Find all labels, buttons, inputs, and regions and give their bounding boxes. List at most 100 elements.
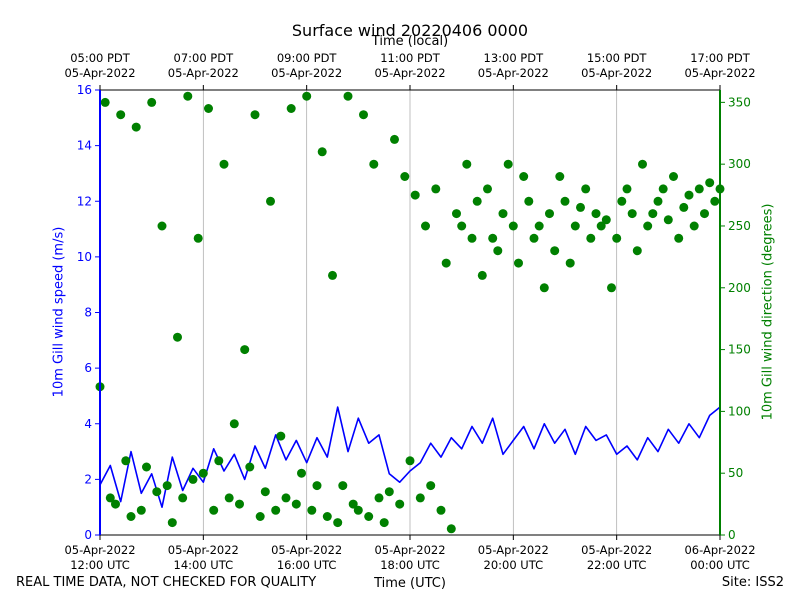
wind-direction-point bbox=[663, 215, 673, 225]
wind-direction-point bbox=[617, 196, 627, 206]
wind-direction-point bbox=[302, 91, 312, 101]
y-axis-right-label: 10m Gill wind direction (degrees) bbox=[760, 203, 776, 421]
left-tick-label-5: 10 bbox=[77, 250, 92, 264]
wind-direction-point bbox=[596, 221, 606, 231]
wind-direction-point bbox=[204, 104, 213, 113]
top-tick-time-5: 15:00 PDT bbox=[587, 51, 648, 65]
wind-direction-point bbox=[359, 110, 368, 120]
wind-direction-point bbox=[353, 505, 363, 515]
wind-direction-point bbox=[601, 215, 611, 225]
bottom-tick-date-4: 05-Apr-2022 bbox=[478, 543, 549, 557]
left-tick-label-6: 12 bbox=[77, 194, 92, 208]
wind-direction-point bbox=[395, 499, 405, 509]
wind-direction-point bbox=[364, 512, 374, 521]
wind-direction-point bbox=[524, 196, 534, 206]
bottom-tick-date-3: 05-Apr-2022 bbox=[374, 543, 445, 557]
top-tick-date-2: 05-Apr-2022 bbox=[271, 66, 342, 80]
bottom-tick-time-4: 20:00 UTC bbox=[484, 558, 544, 572]
wind-direction-point bbox=[648, 209, 658, 219]
wind-direction-point bbox=[384, 487, 394, 497]
y-axis-left-label: 10m Gill wind speed (m/s) bbox=[51, 226, 67, 398]
wind-direction-point bbox=[576, 202, 585, 212]
wind-direction-point bbox=[317, 147, 327, 157]
wind-direction-point bbox=[550, 246, 560, 256]
wind-direction-point bbox=[498, 209, 508, 219]
wind-direction-point bbox=[441, 258, 451, 268]
wind-direction-point bbox=[266, 196, 275, 206]
chart-title: Surface wind 20220406 0000 bbox=[291, 21, 529, 40]
wind-direction-point bbox=[410, 190, 420, 200]
wind-direction-point bbox=[224, 493, 234, 503]
wind-direction-point bbox=[632, 246, 642, 256]
top-axis-label: Time (local) bbox=[371, 34, 449, 49]
wind-direction-point bbox=[674, 233, 684, 243]
footer-site: Site: ISS2 bbox=[721, 575, 784, 590]
wind-direction-point bbox=[121, 456, 131, 466]
wind-speed-series bbox=[99, 406, 721, 509]
wind-direction-point bbox=[669, 172, 678, 181]
wind-direction-point bbox=[100, 97, 110, 107]
wind-direction-point bbox=[198, 468, 208, 478]
wind-direction-point bbox=[322, 512, 332, 521]
bottom-tick-date-1: 05-Apr-2022 bbox=[168, 543, 239, 557]
wind-direction-point bbox=[689, 221, 699, 231]
wind-direction-point bbox=[131, 122, 141, 132]
wind-direction-point bbox=[462, 159, 472, 169]
wind-direction-point bbox=[477, 270, 487, 280]
top-tick-time-2: 09:00 PDT bbox=[277, 51, 338, 65]
wind-direction-point bbox=[493, 246, 503, 256]
wind-direction-point bbox=[565, 258, 575, 268]
wind-direction-point bbox=[193, 233, 203, 243]
wind-direction-point bbox=[286, 104, 296, 113]
wind-direction-point bbox=[421, 221, 430, 231]
wind-direction-point bbox=[581, 184, 591, 194]
bottom-tick-time-2: 16:00 UTC bbox=[277, 558, 337, 572]
wind-direction-series bbox=[95, 91, 725, 534]
top-tick-date-1: 05-Apr-2022 bbox=[168, 66, 239, 80]
wind-direction-point bbox=[291, 499, 301, 509]
right-tick-label-5: 250 bbox=[728, 219, 751, 233]
wind-direction-point bbox=[219, 159, 229, 169]
wind-direction-point bbox=[142, 462, 151, 472]
wind-direction-point bbox=[710, 196, 720, 206]
wind-direction-point bbox=[503, 159, 513, 169]
wind-direction-point bbox=[111, 499, 120, 509]
x-axis-label: Time (UTC) bbox=[374, 576, 446, 591]
bottom-tick-time-5: 22:00 UTC bbox=[587, 558, 647, 572]
bottom-tick-date-5: 05-Apr-2022 bbox=[581, 543, 652, 557]
wind-direction-point bbox=[705, 178, 715, 188]
wind-direction-point bbox=[147, 97, 157, 107]
wind-direction-point bbox=[390, 134, 399, 144]
wind-direction-point bbox=[255, 512, 265, 521]
wind-direction-point bbox=[446, 524, 456, 534]
wind-direction-point bbox=[276, 431, 286, 441]
wind-direction-point bbox=[183, 91, 193, 101]
wind-direction-point bbox=[405, 456, 415, 466]
wind-direction-point bbox=[467, 233, 477, 243]
wind-direction-point bbox=[281, 493, 291, 503]
top-tick-date-0: 05-Apr-2022 bbox=[64, 66, 135, 80]
wind-direction-point bbox=[173, 332, 182, 342]
wind-direction-point bbox=[679, 202, 689, 212]
wind-direction-point bbox=[436, 505, 446, 515]
wind-direction-point bbox=[560, 196, 570, 206]
wind-direction-point bbox=[245, 462, 255, 472]
right-tick-label-3: 150 bbox=[728, 343, 751, 357]
wind-direction-point bbox=[374, 493, 384, 503]
wind-direction-point bbox=[157, 221, 167, 231]
top-tick-time-1: 07:00 PDT bbox=[174, 51, 235, 65]
wind-direction-point bbox=[694, 184, 704, 194]
wind-direction-point bbox=[333, 518, 343, 528]
top-tick-time-0: 05:00 PDT bbox=[70, 51, 131, 65]
left-tick-label-7: 14 bbox=[77, 139, 92, 153]
wind-direction-point bbox=[105, 493, 115, 503]
wind-direction-point bbox=[348, 499, 358, 509]
wind-direction-point bbox=[415, 493, 425, 503]
wind-direction-point bbox=[545, 209, 554, 219]
wind-direction-point bbox=[214, 456, 224, 466]
bottom-tick-time-6: 00:00 UTC bbox=[690, 558, 750, 572]
bottom-tick-time-0: 12:00 UTC bbox=[70, 558, 130, 572]
wind-speed-line bbox=[99, 406, 721, 509]
bottom-tick-time-1: 14:00 UTC bbox=[174, 558, 234, 572]
